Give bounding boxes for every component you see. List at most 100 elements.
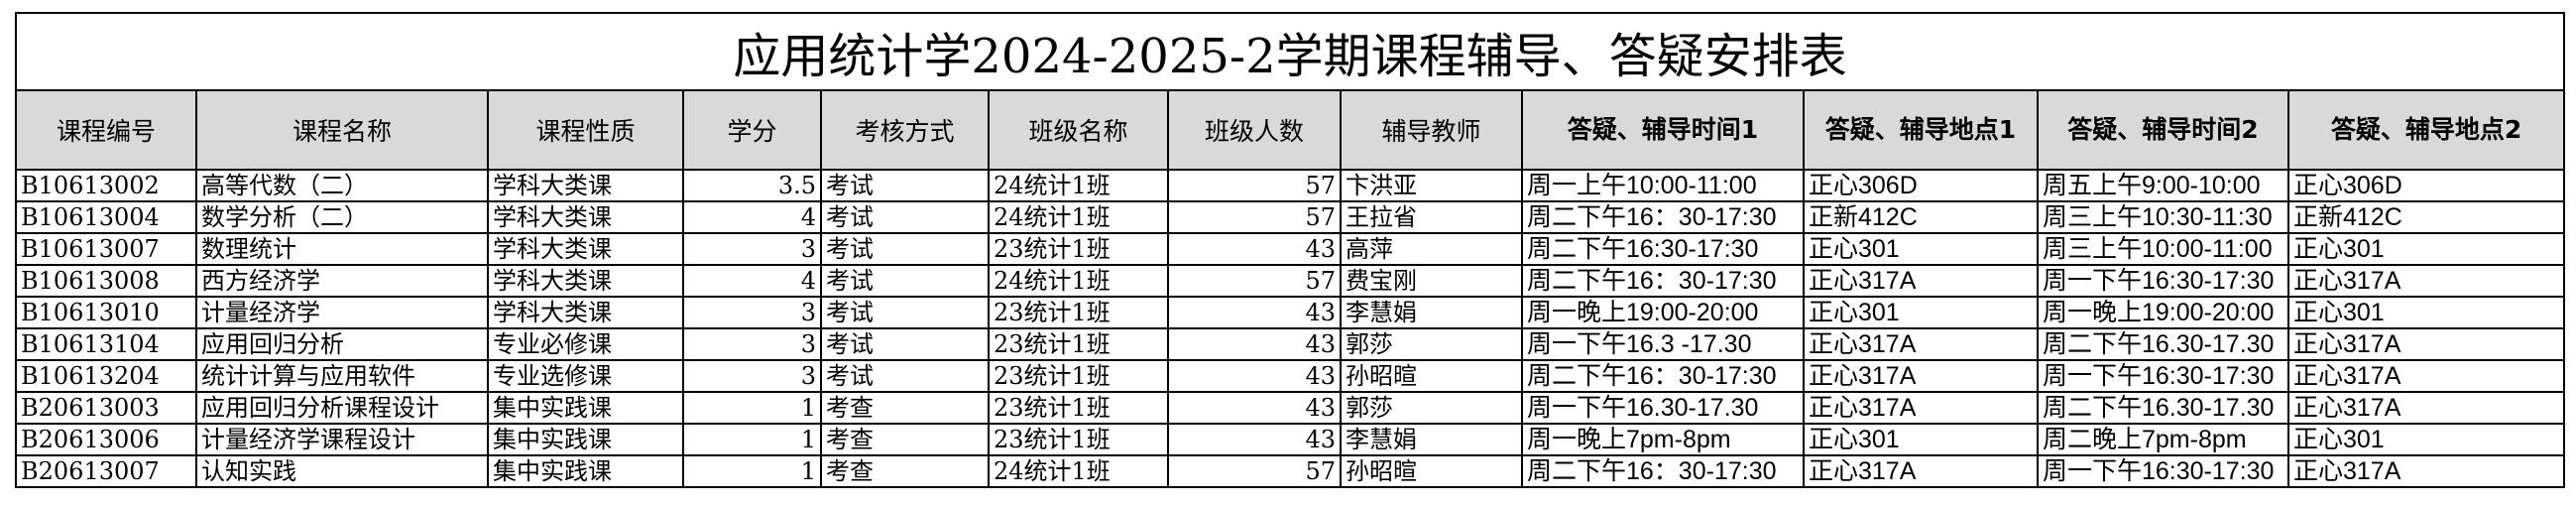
cell-exam-method: 考试 [820, 264, 990, 298]
sheet-title: 应用统计学2024-2025-2学期课程辅导、答疑安排表 [14, 12, 2566, 91]
cell-time1: 周二下午16：30-17:30 [1521, 200, 1805, 234]
cell-class-name: 23统计1班 [988, 391, 1169, 425]
cell-exam-method: 考试 [820, 169, 990, 202]
cell-class-name: 24统计1班 [988, 169, 1169, 202]
cell-teacher: 卞洪亚 [1340, 169, 1523, 202]
cell-time1: 周二下午16：30-17:30 [1521, 454, 1805, 488]
cell-course-name: 统计计算与应用软件 [195, 359, 489, 393]
header-exam-method: 考核方式 [820, 89, 990, 171]
cell-place2: 正心317A [2286, 359, 2566, 393]
cell-exam-method: 考查 [820, 423, 990, 456]
cell-place1: 正心317A [1803, 264, 2039, 298]
cell-course-type: 专业选修课 [487, 359, 684, 393]
schedule-sheet: 应用统计学2024-2025-2学期课程辅导、答疑安排表 课程编号 课程名称 课… [14, 12, 2566, 488]
cell-course-name: 西方经济学 [195, 264, 489, 298]
cell-place1: 正心301 [1803, 232, 2039, 266]
cell-course-type: 学科大类课 [487, 169, 684, 202]
cell-class-name: 23统计1班 [988, 296, 1169, 329]
cell-course-name: 计量经济学 [195, 296, 489, 329]
cell-time1: 周一下午16.3 -17.30 [1521, 327, 1805, 361]
cell-course-code: B20613006 [15, 423, 197, 456]
table-row: B10613002 高等代数（二） 学科大类课 3.5 考试 24统计1班 57 卞洪亚 周一上… [15, 169, 2566, 202]
cell-class-size: 57 [1167, 169, 1342, 202]
cell-time2: 周一下午16:30-17:30 [2037, 454, 2289, 488]
cell-place2: 正心301 [2286, 296, 2566, 329]
cell-time2: 周一晚上19:00-20:00 [2037, 296, 2289, 329]
cell-class-size: 43 [1167, 327, 1342, 361]
cell-course-code: B10613010 [15, 296, 197, 329]
cell-credits: 4 [682, 200, 822, 234]
table-row: B10613004 数学分析（二） 学科大类课 4 考试 24统计1班 57 王拉省 周二下午1… [15, 200, 2566, 234]
cell-course-name: 应用回归分析课程设计 [195, 391, 489, 425]
cell-course-type: 集中实践课 [487, 391, 684, 425]
cell-teacher: 郭莎 [1340, 391, 1523, 425]
cell-course-code: B10613008 [15, 264, 197, 298]
cell-class-name: 24统计1班 [988, 264, 1169, 298]
header-row: 课程编号 课程名称 课程性质 学分 考核方式 班级名称 班级人数 辅导教师 答疑… [15, 89, 2566, 171]
cell-place1: 正心317A [1803, 454, 2039, 488]
cell-time2: 周三上午10:00-11:00 [2037, 232, 2289, 266]
cell-teacher: 李慧娟 [1340, 423, 1523, 456]
cell-time1: 周一晚上19:00-20:00 [1521, 296, 1805, 329]
cell-exam-method: 考查 [820, 391, 990, 425]
cell-class-size: 43 [1167, 296, 1342, 329]
cell-exam-method: 考试 [820, 327, 990, 361]
cell-credits: 3.5 [682, 169, 822, 202]
cell-exam-method: 考试 [820, 296, 990, 329]
cell-class-size: 43 [1167, 232, 1342, 266]
cell-course-type: 集中实践课 [487, 454, 684, 488]
cell-class-name: 23统计1班 [988, 359, 1169, 393]
cell-course-type: 学科大类课 [487, 232, 684, 266]
cell-exam-method: 考试 [820, 359, 990, 393]
cell-course-code: B10613002 [15, 169, 197, 202]
cell-teacher: 郭莎 [1340, 327, 1523, 361]
cell-teacher: 李慧娟 [1340, 296, 1523, 329]
title-row: 应用统计学2024-2025-2学期课程辅导、答疑安排表 [14, 12, 2566, 91]
cell-place1: 正心317A [1803, 327, 2039, 361]
cell-course-type: 学科大类课 [487, 264, 684, 298]
header-time2: 答疑、辅导时间2 [2037, 89, 2289, 171]
cell-exam-method: 考查 [820, 454, 990, 488]
cell-place2: 正心317A [2286, 454, 2566, 488]
cell-course-code: B10613204 [15, 359, 197, 393]
header-teacher: 辅导教师 [1340, 89, 1523, 171]
cell-teacher: 费宝刚 [1340, 264, 1523, 298]
cell-teacher: 孙昭暄 [1340, 359, 1523, 393]
cell-credits: 1 [682, 423, 822, 456]
cell-credits: 1 [682, 391, 822, 425]
cell-time1: 周一晚上7pm-8pm [1521, 423, 1805, 456]
table-row: B20613003 应用回归分析课程设计 集中实践课 1 考查 23统计1班 43 郭莎 周一下… [15, 391, 2566, 425]
cell-teacher: 高萍 [1340, 232, 1523, 266]
cell-course-type: 专业必修课 [487, 327, 684, 361]
table-row: B10613008 西方经济学 学科大类课 4 考试 24统计1班 57 费宝刚 周二下午16：… [15, 264, 2566, 298]
header-course-type: 课程性质 [487, 89, 684, 171]
cell-place2: 正心317A [2286, 391, 2566, 425]
cell-time2: 周二下午16.30-17.30 [2037, 391, 2289, 425]
cell-course-code: B10613004 [15, 200, 197, 234]
header-class-size: 班级人数 [1167, 89, 1342, 171]
cell-class-name: 23统计1班 [988, 423, 1169, 456]
header-credits: 学分 [682, 89, 822, 171]
cell-credits: 1 [682, 454, 822, 488]
table-row: B20613007 认知实践 集中实践课 1 考查 24统计1班 57 孙昭暄 周二下午16：3… [15, 454, 2566, 488]
cell-class-name: 24统计1班 [988, 200, 1169, 234]
header-course-code: 课程编号 [15, 89, 197, 171]
cell-credits: 4 [682, 264, 822, 298]
cell-class-size: 43 [1167, 359, 1342, 393]
cell-class-size: 43 [1167, 391, 1342, 425]
cell-place1: 正心301 [1803, 423, 2039, 456]
table-row: B10613010 计量经济学 学科大类课 3 考试 23统计1班 43 李慧娟 周一晚上19:… [15, 296, 2566, 329]
cell-time2: 周五上午9:00-10:00 [2037, 169, 2289, 202]
cell-course-name: 数理统计 [195, 232, 489, 266]
cell-place2: 正心301 [2286, 423, 2566, 456]
cell-class-size: 57 [1167, 200, 1342, 234]
cell-teacher: 王拉省 [1340, 200, 1523, 234]
cell-time2: 周一下午16:30-17:30 [2037, 264, 2289, 298]
cell-credits: 3 [682, 296, 822, 329]
cell-credits: 3 [682, 327, 822, 361]
table-row: B10613007 数理统计 学科大类课 3 考试 23统计1班 43 高萍 周二下午16:30… [15, 232, 2566, 266]
cell-course-code: B20613003 [15, 391, 197, 425]
cell-course-code: B20613007 [15, 454, 197, 488]
cell-place2: 正心306D [2286, 169, 2566, 202]
cell-place1: 正心301 [1803, 296, 2039, 329]
